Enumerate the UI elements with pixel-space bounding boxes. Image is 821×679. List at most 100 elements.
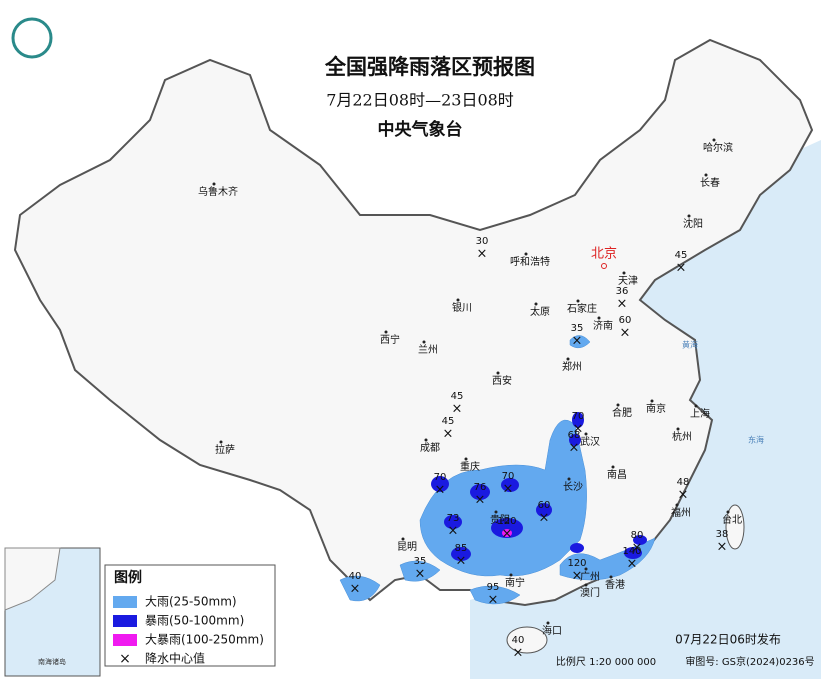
- city-label: 济南: [593, 319, 613, 332]
- center-marker: ×: [617, 297, 628, 312]
- center-marker: ×: [435, 483, 446, 498]
- center-value: 70: [572, 411, 585, 422]
- center-marker: ×: [503, 482, 514, 497]
- inset-land: [4, 547, 61, 611]
- rainstorm-area: [572, 412, 584, 428]
- city-label: 哈尔滨: [703, 141, 733, 154]
- city-dot: [534, 302, 538, 306]
- city-label: 香港: [605, 579, 625, 591]
- city-dot: [212, 182, 216, 186]
- center-marker: ×: [350, 582, 361, 597]
- center-value: 40: [349, 571, 362, 582]
- city-dot: [712, 138, 716, 142]
- center-value: 35: [414, 556, 427, 567]
- center-value: 35: [571, 323, 584, 334]
- legend-label: 大暴雨(100-250mm): [145, 633, 264, 647]
- center-marker: ×: [475, 493, 486, 508]
- city-dot: [509, 573, 513, 577]
- city-dot: [676, 427, 680, 431]
- city-dot: [726, 510, 730, 514]
- heavy-rain-area: [339, 575, 381, 602]
- city-label: 南京: [646, 402, 666, 415]
- center-value: 85: [455, 543, 468, 554]
- rainstorm-area: [633, 535, 647, 545]
- city-dot: [694, 404, 698, 408]
- rainstorm-area: [491, 518, 523, 538]
- center-marker: ×: [539, 511, 550, 526]
- rainstorm-area: [431, 476, 449, 492]
- center-value: 45: [442, 416, 455, 427]
- center-marker: ×: [569, 441, 580, 456]
- city-label: 西宁: [380, 333, 400, 346]
- severe-rainstorm-area: [502, 529, 512, 537]
- center-marker: ×: [452, 402, 463, 417]
- city-label: 长春: [700, 177, 720, 189]
- center-value: 30: [476, 236, 489, 247]
- legend-marker: ×: [119, 651, 131, 667]
- city-dot: [464, 457, 468, 461]
- center-value: 120: [497, 516, 516, 527]
- city-dot: [401, 537, 405, 541]
- city-label: 上海: [690, 407, 710, 420]
- center-value: 70: [502, 471, 515, 482]
- city-label: 郑州: [562, 360, 582, 373]
- center-marker: ×: [488, 593, 499, 608]
- city-label: 杭州: [672, 430, 692, 443]
- city-dot: [219, 440, 223, 444]
- city-label: 海口: [542, 624, 562, 637]
- rainstorm-area: [451, 547, 471, 561]
- city-label: 乌鲁木齐: [198, 185, 238, 198]
- center-marker: ×: [415, 567, 426, 582]
- approval: 审图号: GS京(2024)0236号: [685, 655, 814, 668]
- city-label: 广州: [580, 571, 600, 583]
- issuer: 中央气象台: [378, 119, 463, 140]
- city-dot: [597, 316, 601, 320]
- city-dot: [456, 298, 460, 302]
- center-value: 95: [487, 582, 500, 593]
- city-label: 沈阳: [683, 217, 703, 230]
- city-dot: [704, 173, 708, 177]
- city-label: 太原: [530, 305, 550, 318]
- center-value: 45: [675, 250, 688, 261]
- legend-title: 图例: [114, 569, 142, 586]
- rainstorm-area: [501, 478, 519, 492]
- city-label: 西安: [492, 374, 512, 387]
- center-marker: ×: [502, 527, 513, 542]
- city-dot: [546, 621, 550, 625]
- city-dot: [524, 252, 528, 256]
- logo: [11, 17, 53, 59]
- legend-swatch: [113, 615, 137, 627]
- center-marker: ×: [513, 646, 524, 661]
- center-marker: ×: [448, 524, 459, 539]
- city-dot: [622, 271, 626, 275]
- center-marker: ×: [477, 247, 488, 262]
- center-marker: ×: [717, 540, 728, 555]
- center-value: 140: [622, 546, 641, 557]
- city-label: 澳门: [580, 586, 600, 599]
- center-marker: ×: [443, 427, 454, 442]
- center-value: 36: [616, 286, 629, 297]
- city-label: 福州: [671, 506, 691, 519]
- city-label: 银川: [452, 301, 472, 314]
- city-label: 天津: [618, 275, 638, 287]
- sea-label: 东海: [748, 435, 764, 445]
- city-label: 成都: [420, 442, 440, 454]
- center-marker: ×: [620, 326, 631, 341]
- center-value: 38: [716, 529, 729, 540]
- center-marker: ×: [678, 488, 689, 503]
- sea-label: 黄海: [682, 340, 698, 350]
- city-label: 兰州: [418, 343, 438, 356]
- city-dot: [422, 340, 426, 344]
- city-label: 呼和浩特: [510, 256, 550, 268]
- city-label: 合肥: [612, 406, 632, 419]
- center-value: 80: [631, 530, 644, 541]
- center-value: 40: [512, 635, 525, 646]
- city-dot: [567, 477, 571, 481]
- hainan: [506, 626, 548, 654]
- heavy-rain-area: [419, 419, 587, 577]
- center-value: 60: [619, 315, 632, 326]
- city-label: 长沙: [563, 481, 583, 493]
- city-label: 昆明: [397, 541, 417, 553]
- center-value: 73: [447, 513, 460, 524]
- city-dot: [650, 399, 654, 403]
